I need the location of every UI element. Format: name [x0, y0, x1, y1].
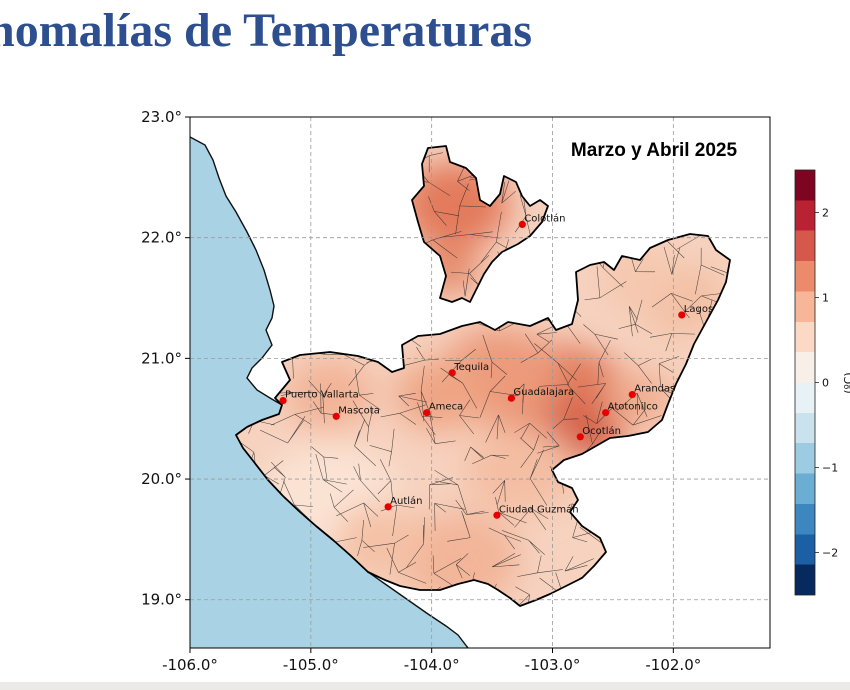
- ocean-area: [190, 117, 468, 648]
- plot-frame: [189, 116, 771, 649]
- city-label: Atotonilco: [608, 402, 658, 413]
- colorbar-tick-label: 0: [822, 377, 829, 390]
- map-title: Marzo y Abril 2025: [571, 140, 738, 161]
- city-marker: [678, 311, 686, 319]
- city-label: Ciudad Guzmán: [499, 503, 579, 515]
- x-tick-label: -102.0°: [645, 656, 701, 674]
- city-label: Ocotlán: [582, 425, 621, 437]
- x-tick-label: -104.0°: [404, 656, 460, 674]
- x-axis-ticks: -106.0° -105.0° -104.0° -103.0° -102.0°: [162, 648, 701, 674]
- x-tick-label: -106.0°: [162, 656, 218, 674]
- city-marker: [384, 503, 392, 511]
- colorbar-tick-label: 2: [822, 207, 829, 220]
- city-label: Autlán: [390, 495, 422, 507]
- x-tick-label: -105.0°: [283, 656, 339, 674]
- y-axis-ticks: 23.0° 22.0° 21.0° 20.0° 19.0°: [141, 108, 190, 609]
- city-label: Lagos: [684, 304, 713, 315]
- y-tick-label: 23.0°: [141, 108, 182, 126]
- y-tick-label: 22.0°: [141, 229, 182, 247]
- slide-title: nomalías de Temperaturas: [0, 4, 533, 57]
- city-marker: [576, 433, 584, 441]
- city-label: Guadalajara: [513, 387, 574, 398]
- city-marker: [518, 220, 526, 229]
- y-tick-label: 19.0°: [141, 591, 182, 609]
- city-marker: [507, 394, 516, 402]
- city-label: Puerto Vallarta: [285, 390, 359, 401]
- colorbar-tick-label: 1: [822, 292, 829, 305]
- x-tick-label: -103.0°: [525, 656, 581, 674]
- city-label: Mascota: [338, 405, 380, 416]
- colorbar-tick-label: −2: [822, 547, 838, 560]
- city-label: Tequila: [453, 362, 489, 373]
- city-marker: [423, 409, 431, 417]
- colorbar-scale: [794, 169, 816, 596]
- city-marker: [448, 369, 456, 377]
- city-marker: [493, 511, 501, 519]
- city-marker: [332, 412, 340, 420]
- y-tick-label: 21.0°: [141, 349, 182, 367]
- jalisco-border: [235, 145, 731, 607]
- colorbar-label: (ºC): [842, 372, 850, 393]
- city-label: Arandas: [634, 384, 675, 395]
- city-markers: Colotlán Lagos Tequila Puerto Vallarta Guada…: [279, 212, 713, 519]
- city-marker: [602, 409, 610, 417]
- slide-bottom-bar: [0, 682, 850, 690]
- y-tick-label: 20.0°: [141, 470, 182, 488]
- city-marker: [279, 397, 287, 405]
- city-label: Ameca: [429, 402, 463, 413]
- city-label: Colotlán: [524, 212, 565, 224]
- city-marker: [628, 390, 636, 399]
- colorbar: 2 1 0 −1 −2 (ºC): [794, 169, 850, 596]
- colorbar-tick-label: −1: [822, 462, 838, 475]
